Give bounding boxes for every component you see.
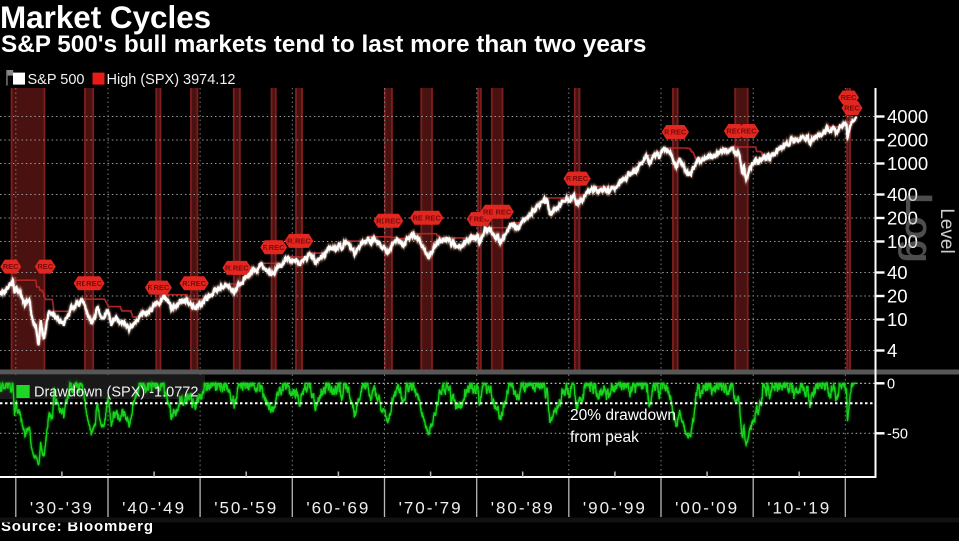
svg-text:'40-'49: '40-'49	[122, 499, 186, 518]
svg-text:REC: REC	[86, 279, 102, 288]
svg-text:REC: REC	[153, 283, 169, 292]
svg-text:400: 400	[887, 184, 918, 205]
svg-text:0: 0	[887, 377, 895, 393]
svg-text:20% drawdown: 20% drawdown	[570, 407, 676, 424]
svg-text:REC: REC	[233, 264, 249, 273]
svg-text:'80-'89: '80-'89	[491, 499, 555, 518]
svg-text:'10-'19: '10-'19	[767, 499, 831, 518]
svg-text:-50: -50	[887, 427, 908, 443]
svg-text:REC: REC	[483, 207, 499, 216]
svg-text:20: 20	[887, 286, 908, 307]
svg-text:REC: REC	[741, 127, 757, 136]
svg-text:2000: 2000	[887, 130, 928, 151]
svg-text:'00-'09: '00-'09	[675, 499, 739, 518]
svg-text:from peak: from peak	[570, 429, 639, 446]
svg-text:REC: REC	[844, 104, 860, 113]
svg-text:REC: REC	[474, 215, 490, 224]
svg-text:Drawdown (SPX) -1.0772: Drawdown (SPX) -1.0772	[34, 385, 198, 401]
svg-text:Market Cycles: Market Cycles	[0, 0, 211, 35]
svg-text:REC: REC	[425, 213, 441, 222]
svg-text:REC: REC	[190, 279, 206, 288]
svg-text:REC: REC	[269, 243, 285, 252]
svg-text:S&P 500's bull markets tend to: S&P 500's bull markets tend to last more…	[1, 31, 646, 58]
svg-text:REC: REC	[671, 128, 687, 137]
svg-text:REC: REC	[726, 127, 742, 136]
svg-text:'50-'59: '50-'59	[214, 499, 278, 518]
svg-text:Log: Log	[897, 193, 939, 263]
svg-text:40: 40	[887, 262, 908, 283]
svg-text:REC: REC	[572, 174, 588, 183]
svg-text:REC: REC	[385, 216, 401, 225]
svg-text:'60-'69: '60-'69	[306, 499, 370, 518]
svg-text:S&P 500: S&P 500	[28, 72, 85, 88]
svg-text:REC: REC	[37, 262, 53, 271]
svg-text:200: 200	[887, 208, 918, 229]
svg-text:REC: REC	[295, 237, 311, 246]
svg-text:REC: REC	[495, 207, 511, 216]
svg-text:REC: REC	[841, 93, 857, 102]
svg-text:REC: REC	[3, 262, 19, 271]
svg-text:'70-'79: '70-'79	[399, 499, 463, 518]
svg-text:4: 4	[887, 340, 897, 361]
svg-text:REC: REC	[412, 213, 428, 222]
svg-text:1000: 1000	[887, 153, 928, 174]
svg-text:10: 10	[887, 309, 908, 330]
svg-text:4000: 4000	[887, 106, 928, 127]
svg-text:Level: Level	[936, 208, 957, 253]
svg-text:'30-'39: '30-'39	[30, 499, 94, 518]
svg-text:'90-'99: '90-'99	[583, 499, 647, 518]
svg-text:High (SPX) 3974.12: High (SPX) 3974.12	[107, 72, 236, 88]
svg-text:100: 100	[887, 231, 918, 252]
